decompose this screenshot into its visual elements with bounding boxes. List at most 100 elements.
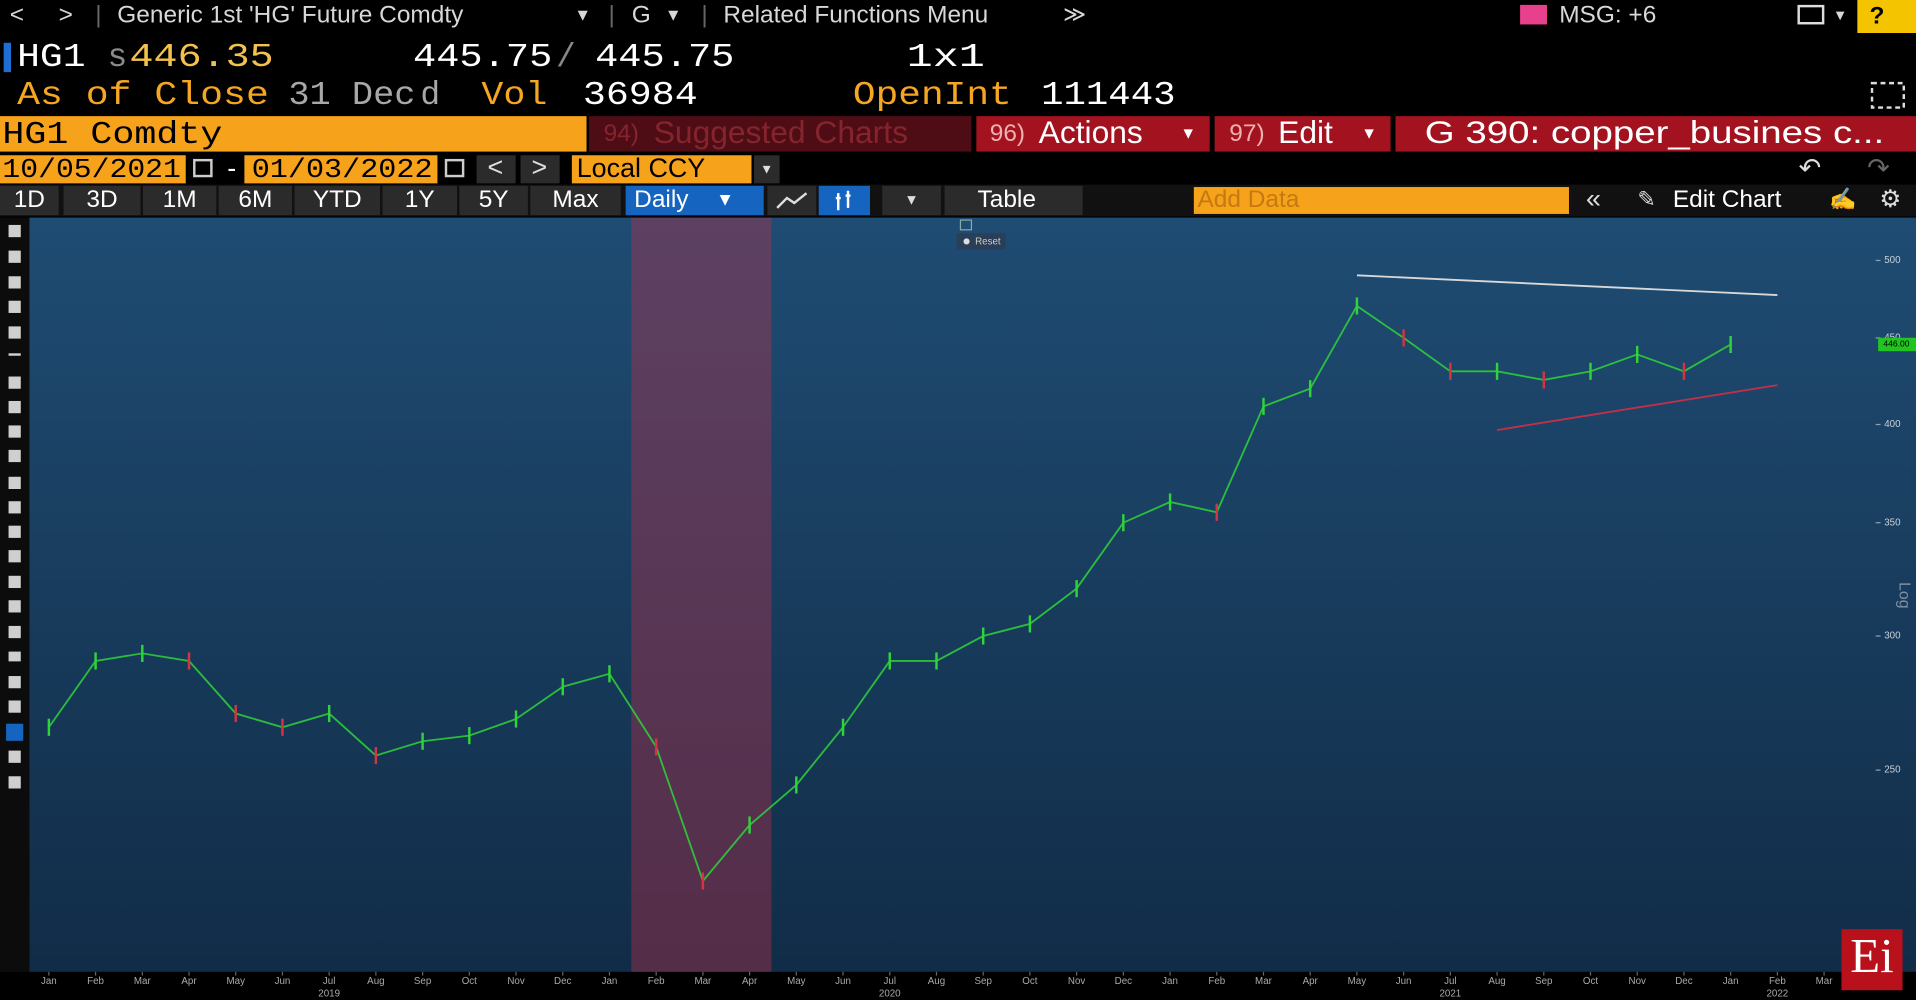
next-arrow[interactable]: > bbox=[532, 152, 548, 182]
currency[interactable]: Local CCY bbox=[577, 153, 706, 183]
undo-icon[interactable]: ↶ bbox=[1799, 153, 1822, 183]
prev-button[interactable] bbox=[476, 155, 516, 184]
start-date[interactable]: 10/05/2021 bbox=[2, 156, 180, 186]
period-button[interactable] bbox=[459, 185, 528, 216]
messages[interactable]: MSG: +6 bbox=[1559, 1, 1656, 28]
currency-box[interactable] bbox=[571, 155, 752, 184]
forward-button[interactable]: > bbox=[59, 1, 73, 28]
source[interactable]: G bbox=[632, 1, 651, 28]
pencil-icon[interactable]: ✎ bbox=[1637, 186, 1655, 211]
suggested-number[interactable]: 94) bbox=[604, 120, 639, 147]
dropdown-arrow[interactable]: ▼ bbox=[665, 5, 682, 24]
dropdown-arrow[interactable]: ▼ bbox=[760, 161, 773, 176]
chart-name-box[interactable] bbox=[1395, 116, 1916, 152]
period-button[interactable] bbox=[0, 185, 59, 216]
period-button[interactable] bbox=[382, 185, 458, 216]
tool-icon[interactable] bbox=[8, 326, 21, 339]
back-button[interactable]: < bbox=[10, 1, 24, 28]
security-box[interactable] bbox=[0, 116, 587, 152]
tool-icon[interactable] bbox=[8, 224, 21, 238]
mail-icon[interactable] bbox=[1520, 4, 1547, 25]
tool-icon[interactable] bbox=[8, 550, 21, 563]
period-label[interactable]: 1Y bbox=[405, 186, 435, 213]
collapse-icon[interactable]: « bbox=[1586, 184, 1601, 214]
reset-icon[interactable] bbox=[963, 238, 970, 245]
period-button[interactable] bbox=[142, 185, 217, 216]
tool-icon[interactable] bbox=[8, 300, 21, 313]
actions[interactable]: Actions bbox=[1039, 114, 1143, 150]
period-button[interactable] bbox=[63, 185, 141, 216]
end-date-box[interactable] bbox=[244, 155, 438, 184]
start-date-box[interactable] bbox=[0, 155, 186, 184]
tool-icon[interactable] bbox=[8, 525, 21, 538]
suggested-charts[interactable]: Suggested Charts bbox=[654, 114, 908, 150]
edit-box[interactable] bbox=[1214, 116, 1391, 152]
tool-icon[interactable] bbox=[8, 276, 21, 289]
bar-chart-button[interactable] bbox=[818, 185, 871, 216]
calendar-icon[interactable] bbox=[444, 158, 465, 178]
period-label[interactable]: 3D bbox=[86, 186, 117, 213]
period-label[interactable]: 6M bbox=[238, 186, 272, 213]
calendar-icon[interactable] bbox=[193, 158, 213, 178]
period-button[interactable] bbox=[294, 185, 381, 216]
currency-dropdown[interactable] bbox=[753, 155, 780, 184]
settings-icon[interactable]: ⚙ bbox=[1879, 186, 1901, 213]
snapshot-icon[interactable] bbox=[1870, 81, 1906, 109]
dropdown-arrow[interactable]: ▼ bbox=[574, 5, 591, 24]
add-data[interactable]: Add Data bbox=[1198, 186, 1300, 213]
prev-arrow[interactable]: < bbox=[488, 152, 504, 182]
tool-icon[interactable] bbox=[8, 501, 21, 514]
table-button[interactable]: Table bbox=[978, 186, 1036, 213]
annotate-icon[interactable]: ✍ bbox=[1829, 186, 1856, 211]
add-data-box[interactable] bbox=[1193, 187, 1569, 214]
reset[interactable]: Reset bbox=[975, 237, 1001, 248]
menu-chevron[interactable]: ≫ bbox=[1063, 2, 1086, 27]
tool-icon[interactable] bbox=[8, 776, 21, 789]
tool-icon[interactable] bbox=[8, 700, 21, 713]
related-menu[interactable]: Related Functions Menu bbox=[723, 1, 988, 28]
tool-icon[interactable] bbox=[8, 425, 21, 438]
tool-icon[interactable] bbox=[8, 476, 21, 489]
table-box[interactable] bbox=[944, 185, 1083, 216]
tool-icon[interactable] bbox=[8, 600, 21, 613]
security[interactable]: HG1 Comdty bbox=[2, 117, 222, 153]
dropdown-arrow[interactable]: ▼ bbox=[1361, 126, 1377, 143]
tool-icon[interactable] bbox=[6, 723, 24, 741]
frequency[interactable]: Daily bbox=[634, 186, 689, 213]
help[interactable]: ? bbox=[1870, 3, 1885, 30]
tool-icon[interactable] bbox=[8, 376, 21, 389]
tool-icon[interactable] bbox=[8, 449, 21, 463]
period-label[interactable]: 1M bbox=[163, 186, 197, 213]
dropdown-arrow[interactable]: ▼ bbox=[904, 192, 919, 208]
suggested-box[interactable] bbox=[588, 116, 972, 152]
tool-icon[interactable] bbox=[8, 400, 21, 414]
actions-number[interactable]: 96) bbox=[990, 120, 1025, 147]
edit[interactable]: Edit bbox=[1278, 114, 1333, 150]
dropdown-arrow[interactable]: ▼ bbox=[1833, 8, 1848, 24]
chart-name[interactable]: G 390: copper_busines c... bbox=[1425, 114, 1884, 150]
edit-number[interactable]: 97) bbox=[1229, 120, 1264, 147]
next-button[interactable] bbox=[520, 155, 560, 184]
period-label[interactable]: 1D bbox=[14, 186, 45, 213]
checkbox[interactable] bbox=[959, 219, 973, 231]
period-label[interactable]: YTD bbox=[313, 186, 362, 213]
period-label[interactable]: Max bbox=[552, 186, 598, 213]
window-icon[interactable] bbox=[1797, 4, 1825, 25]
tool-icon[interactable] bbox=[8, 651, 21, 662]
frequency-box[interactable] bbox=[625, 185, 764, 216]
edit-chart[interactable]: Edit Chart bbox=[1673, 186, 1782, 213]
period-label[interactable]: 5Y bbox=[479, 186, 509, 213]
period-button[interactable] bbox=[218, 185, 293, 216]
redo-icon[interactable]: ↷ bbox=[1867, 153, 1890, 183]
tool-icon[interactable] bbox=[8, 575, 21, 589]
tool-icon[interactable] bbox=[8, 353, 21, 356]
help-box[interactable] bbox=[1857, 0, 1916, 34]
dropdown-arrow[interactable]: ▼ bbox=[1180, 126, 1196, 143]
chart-type-dropdown[interactable] bbox=[882, 185, 941, 216]
tool-icon[interactable] bbox=[8, 676, 21, 689]
nav-title[interactable]: Generic 1st 'HG' Future Comdty bbox=[117, 1, 464, 28]
actions-box[interactable] bbox=[976, 116, 1210, 152]
dropdown-arrow[interactable]: ▼ bbox=[716, 188, 734, 209]
period-button[interactable] bbox=[530, 185, 621, 216]
reset-box[interactable] bbox=[956, 233, 1006, 250]
